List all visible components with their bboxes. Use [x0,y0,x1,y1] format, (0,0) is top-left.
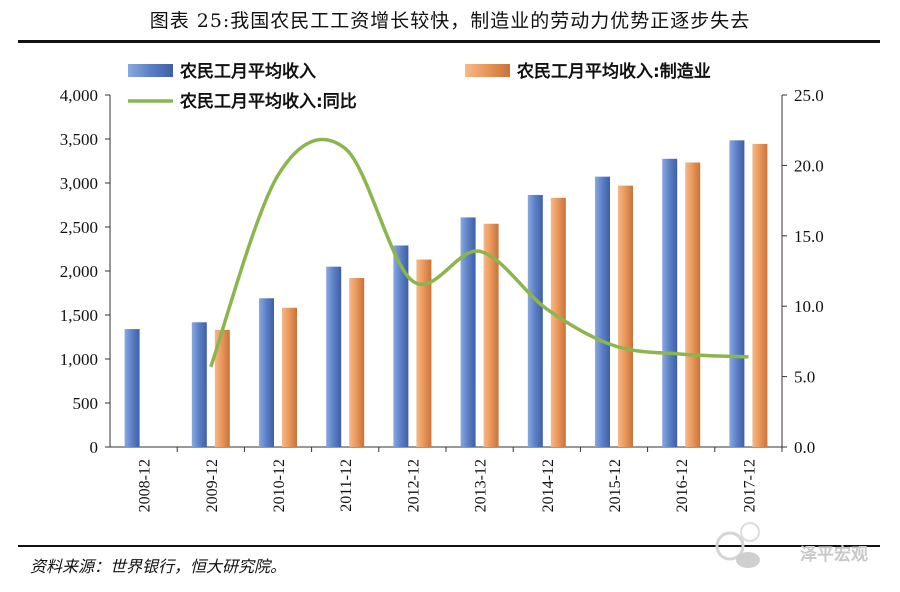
bar-manufacturing-income [214,329,230,447]
x-tick-label: 2011-12 [338,459,355,512]
left-tick-label: 1,000 [60,350,98,369]
legend-label-yoy: 农民工月平均收入:同比 [179,91,357,112]
left-tick-label: 3,000 [60,174,98,193]
x-tick-label: 2009-12 [204,459,221,512]
right-tick-label: 0.0 [794,438,815,457]
left-tick-label: 4,000 [60,86,98,105]
x-tick-label: 2017-12 [741,459,758,512]
watermark-text: 泽平宏观 [800,545,868,565]
watermark-logo-icon [715,522,760,568]
legend-swatch-manufacturing [465,64,510,77]
left-tick-label: 3,500 [60,130,98,149]
bottom-rule [18,545,880,547]
bar-avg-income [527,194,543,447]
left-tick-label: 2,500 [60,218,98,237]
line-yoy-growth [209,137,749,368]
bar-avg-income [191,322,207,447]
chart-title: 图表 25:我国农民工工资增长较快，制造业的劳动力优势正逐步失去 [149,10,751,32]
right-tick-label: 20.0 [794,156,824,175]
right-tick-label: 10.0 [794,297,824,316]
bar-manufacturing-income [618,185,633,447]
right-tick-label: 15.0 [794,227,824,246]
bar-avg-income [662,158,678,448]
right-tick-label: 5.0 [794,368,815,387]
bar-manufacturing-income [685,162,701,447]
bar-avg-income [393,245,409,447]
x-tick-labels: 2008-12 2009-12 2010-12 2011-12 2012-12 2013-… [137,459,759,512]
bar-avg-income [124,329,140,447]
left-tick-label: 500 [73,394,99,413]
x-tick-label: 2016-12 [674,459,691,512]
bar-avg-income [259,298,274,447]
x-tick-label: 2008-12 [137,459,154,512]
x-tick-label: 2014-12 [540,459,557,512]
x-tick-label: 2013-12 [473,459,490,512]
bars [124,140,768,448]
top-rule [18,40,880,43]
left-tick-label: 1,500 [60,306,98,325]
bar-avg-income [729,140,745,447]
bar-manufacturing-income [416,259,432,447]
x-tick-label: 2010-12 [271,459,288,512]
right-tick-label: 25.0 [794,86,824,105]
bar-avg-income [460,217,476,447]
legend-label-avg-income: 农民工月平均收入 [179,61,316,82]
bar-manufacturing-income [282,307,297,447]
bar-avg-income [326,266,342,447]
line-series [209,137,749,368]
legend-label-manufacturing: 农民工月平均收入:制造业 [516,61,711,82]
bar-manufacturing-income [550,197,566,447]
bar-manufacturing-income [752,143,768,448]
axes: 0 500 1,000 1,500 2,000 2,500 3,000 3,500 4,000 0… [60,86,824,457]
left-tick-label: 2,000 [60,262,98,281]
legend-swatch-avg-income [128,64,173,77]
source-note: 资料来源：世界银行，恒大研究院。 [30,557,287,576]
bar-manufacturing-income [483,223,499,447]
x-tick-label: 2012-12 [405,459,422,512]
left-tick-label: 0 [90,438,99,457]
x-tick-label: 2015-12 [607,459,624,512]
bar-avg-income [595,176,610,447]
bar-manufacturing-income [349,278,365,447]
